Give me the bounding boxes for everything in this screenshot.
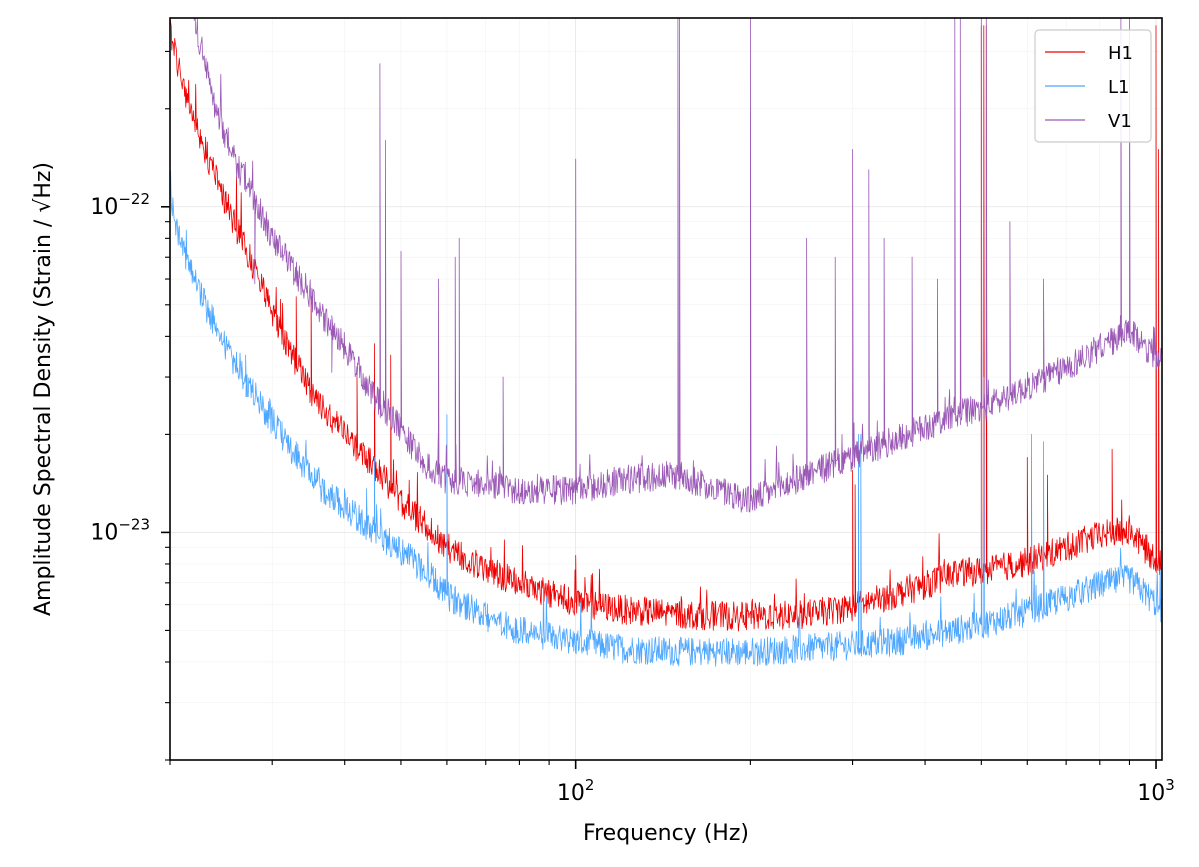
legend-label-l1: L1 xyxy=(1108,77,1129,98)
series-line-v1 xyxy=(193,17,1163,513)
y-axis-title: Amplitude Spectral Density (Strain / √Hz… xyxy=(31,162,56,616)
series-line-l1 xyxy=(169,170,1163,667)
x-axis-title: Frequency (Hz) xyxy=(583,821,749,846)
series-line-h1 xyxy=(169,18,1163,632)
series-lines xyxy=(169,17,1163,667)
legend-label-v1: V1 xyxy=(1108,111,1132,132)
legend-box xyxy=(1034,29,1152,143)
plot-frame xyxy=(169,17,1163,761)
legend: H1 L1 V1 xyxy=(1034,29,1152,143)
legend-label-h1: H1 xyxy=(1108,43,1133,64)
